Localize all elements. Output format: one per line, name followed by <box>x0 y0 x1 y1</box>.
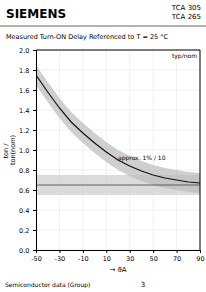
x-tick-label: 70 <box>173 255 181 263</box>
x-tick-label: -50 <box>31 255 42 263</box>
y-tick-mark <box>33 210 36 211</box>
annotation: typ/nom <box>172 52 197 60</box>
y-tick: 1.4 <box>19 107 36 115</box>
curve <box>36 75 200 183</box>
x-tick-mark <box>153 250 154 253</box>
grid-line-y <box>36 230 200 231</box>
y-tick: 1.6 <box>19 87 36 95</box>
y-axis-line <box>33 51 37 251</box>
header-text: TCA 305 <box>171 4 201 12</box>
y-tick-mark <box>33 150 36 151</box>
y-tick: 2.0 <box>19 47 36 55</box>
x-tick: 30 <box>126 250 134 263</box>
x-tick-label: 30 <box>126 255 134 263</box>
y-tick: 1.8 <box>19 67 36 75</box>
x-tick-mark <box>130 250 131 253</box>
grid <box>36 50 200 250</box>
y-tick-label: 0.2 <box>19 227 29 235</box>
x-tick-label: 50 <box>150 255 158 263</box>
x-tick-mark <box>177 250 178 253</box>
title: SIEMENS <box>6 7 66 21</box>
y-tick: 1.2 <box>19 127 36 135</box>
y-tick-label: 1.8 <box>19 67 29 75</box>
x-tick: 70 <box>173 250 181 263</box>
x-axis-label: → ϑA <box>109 266 126 274</box>
grid-line-y <box>36 130 200 131</box>
page-number: 3 <box>141 281 145 289</box>
x-tick: -10 <box>78 250 89 263</box>
x-tick-mark <box>200 250 201 253</box>
y-tick-label: 0.8 <box>19 167 29 175</box>
reference-line <box>36 185 200 186</box>
y-axis: 0.0 0.2 0.4 0.6 0.8 1.0 1.2 1.4 1.6 1.8 2.0 <box>19 47 36 255</box>
x-tick-mark <box>59 250 60 253</box>
annotation: approx. 1% / 10 <box>118 154 166 162</box>
grid-line-y <box>36 210 200 211</box>
x-tick: -50 <box>31 250 42 263</box>
y-tick-label: 1.4 <box>19 107 29 115</box>
y-tick: 0.0 <box>19 247 36 255</box>
x-tick-label: 90 <box>196 255 204 263</box>
y-axis-label: ton / ton(nom) <box>2 135 17 165</box>
x-tick: 50 <box>150 250 158 263</box>
y-tick-label: 1.6 <box>19 87 29 95</box>
x-axis: -50 -30 -10 10 30 50 70 90 <box>31 250 204 263</box>
y-tick-label: 0.6 <box>19 187 29 195</box>
grid-line-y <box>36 90 200 91</box>
y-tick-mark <box>33 170 36 171</box>
y-tick-mark <box>33 130 36 131</box>
y-tick: 0.2 <box>19 227 36 235</box>
x-tick-mark <box>83 250 84 253</box>
y-tick-mark <box>33 90 36 91</box>
y-tick-mark <box>33 250 36 251</box>
y-tick-mark <box>33 70 36 71</box>
footer-text: Semiconductor data (Group) <box>5 281 90 289</box>
y-tick-label: 2.0 <box>19 47 29 55</box>
grid-line-y <box>36 70 200 71</box>
y-tick-mark <box>33 230 36 231</box>
x-axis-line <box>37 251 201 254</box>
header-text: TCA 265 <box>171 13 201 21</box>
plot-area <box>36 65 200 195</box>
y-tick-label: 1.2 <box>19 127 29 135</box>
y-tick-mark <box>33 50 36 51</box>
x-tick-mark <box>106 250 107 253</box>
y-tick-mark <box>33 190 36 191</box>
x-tick: 90 <box>196 250 204 263</box>
y-tick: 0.6 <box>19 187 36 195</box>
y-tick: 1.0 <box>19 147 36 155</box>
x-tick: 10 <box>103 250 111 263</box>
x-tick: -30 <box>55 250 66 263</box>
y-tick-label: 0.4 <box>19 207 29 215</box>
frame <box>36 50 200 250</box>
y-tick-label: 1.0 <box>19 147 29 155</box>
x-tick-label: 10 <box>103 255 111 263</box>
x-tick-label: -10 <box>78 255 89 263</box>
page: SIEMENS TCA 305TCA 265 Measured Turn-ON De… <box>0 0 206 292</box>
y-tick-mark <box>33 110 36 111</box>
y-tick: 0.8 <box>19 167 36 175</box>
x-tick-label: -30 <box>55 255 66 263</box>
header-rule <box>0 26 206 27</box>
y-tick-label: 0.0 <box>19 247 29 255</box>
subtitle: Measured Turn-ON Delay Referenced to T =… <box>6 33 169 41</box>
y-tick: 0.4 <box>19 207 36 215</box>
shade-band <box>36 65 200 193</box>
